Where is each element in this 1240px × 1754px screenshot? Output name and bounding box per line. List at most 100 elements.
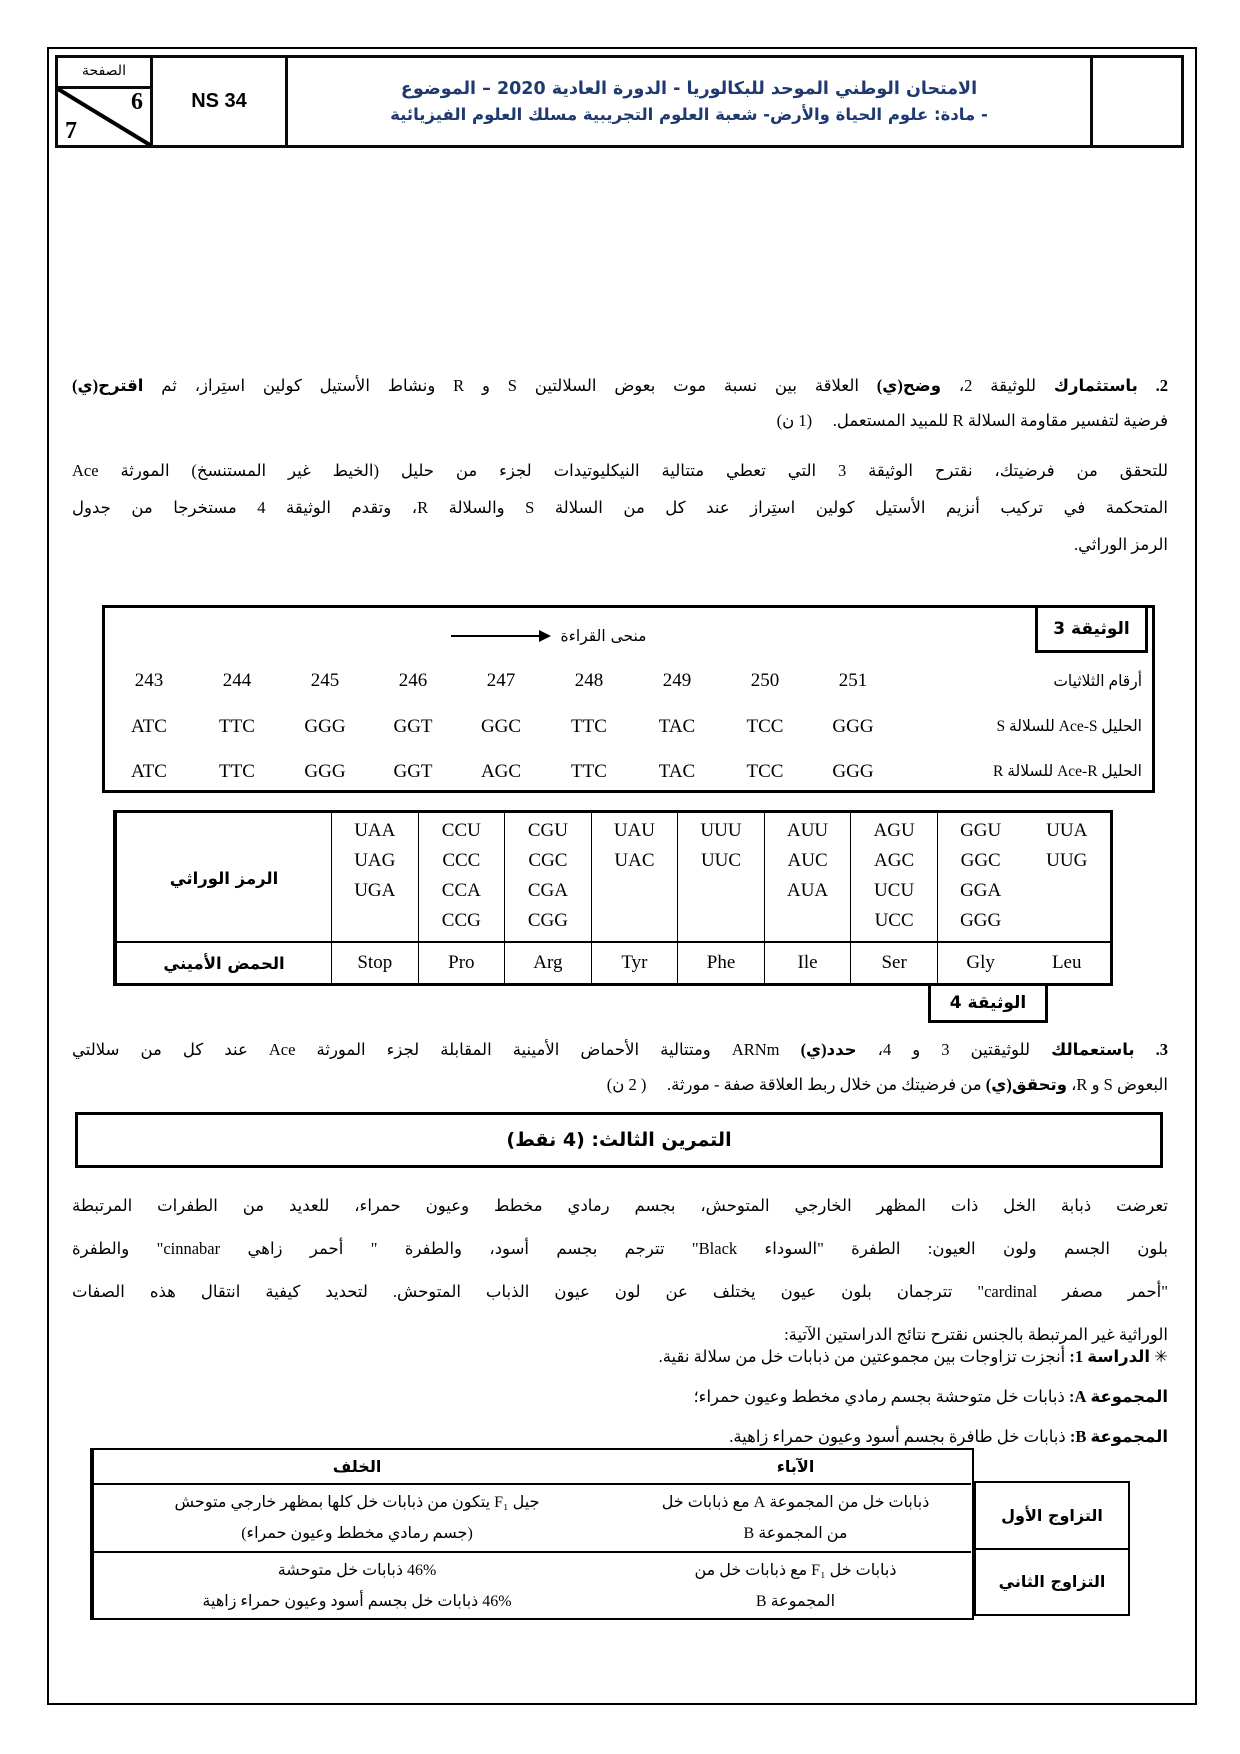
cross2-offspring-cell: 46% ذبابات خل متوحشة 46% ذبابات خل بجسم …: [92, 1553, 620, 1618]
allele-s-codon: GGG: [304, 715, 346, 737]
paragraph-line: بلون الجسم ولون العيون: الطفرة "السوداء …: [72, 1239, 1168, 1258]
allele-s-codon: ATC: [131, 715, 167, 737]
paragraph-line: الوراثية غير المرتبطة بالجنس نقترح نتائج…: [784, 1325, 1168, 1344]
allele-r-row: ATC TTC GGG GGT AGC TTC TAC TCC GGG الحليل Ace-R…: [105, 749, 1152, 794]
codon-group-cell: UUU UUC: [677, 813, 764, 943]
amino-header-cell: الحمض الأميني: [116, 943, 331, 983]
page-fraction: 6 7: [58, 89, 150, 145]
amino-acid-cell: Pro: [417, 943, 505, 983]
cross2-name-cell: التزاوج الثاني: [998, 1572, 1106, 1591]
exam-title-line1: الامتحان الوطني الموحد للبكالوريا - الدو…: [400, 79, 978, 99]
parents-line: ذبابات خل F₁ مع ذبابات خل من: [694, 1561, 897, 1579]
amino-acid-cell: Stop: [331, 943, 418, 983]
allele-s-codon: TTC: [571, 715, 607, 737]
codon-number: 247: [486, 670, 516, 691]
allele-s-codon: TAC: [658, 715, 696, 737]
codon-numbers-label: أرقام الثلاثيات: [1053, 672, 1142, 690]
question-2: 2. باستثمارك للوثيقة 2، وضح(ي) العلاقة ب…: [72, 368, 1168, 438]
parents-line: من المجموعة B: [743, 1525, 848, 1542]
question-2-line2: فرضية لتفسير مقاومة السلالة R للمبيد الم…: [776, 411, 1168, 430]
allele-r-codon: GGG: [832, 760, 874, 782]
paragraph-line: للتحقق من فرضيتك، نقترح الوثيقة 3 التي ت…: [72, 461, 1168, 480]
codon-group-cell: UAA UAG UGA: [331, 813, 418, 943]
amino-acid-cell: Ser: [850, 943, 937, 983]
allele-r-codon: ATC: [131, 760, 167, 782]
cross2-parents-cell: ذبابات خل F₁ مع ذبابات خل من المجموعة B: [620, 1553, 971, 1618]
allele-r-codon: AGC: [480, 760, 522, 782]
document-3-label: الوثيقة 3: [1035, 605, 1148, 653]
allele-s-codon: GGC: [480, 715, 522, 737]
group-a-line: المجموعة A: ذبابات خل متوحشة بجسم رمادي …: [693, 1387, 1168, 1406]
offspring-line: جيل F₁ يتكون من ذبابات خل كلها بمظهر خار…: [174, 1494, 540, 1511]
codon-group-cell: AUU AUC AUA: [763, 813, 851, 943]
diagonal-line: [58, 89, 150, 145]
amino-acid-cell: Phe: [677, 943, 764, 983]
reading-direction-row: منحى القراءة: [105, 608, 992, 658]
cross-names-column: التزاوج الأول التزاوج الثاني: [974, 1481, 1130, 1616]
page-border: [47, 47, 1197, 1705]
codon-group-cell: AGU AGC UCU UCC: [850, 813, 937, 943]
codon-group-cell: GGU GGC GGA GGG: [936, 813, 1024, 943]
exercise-3-title-box: التمرين الثالث: (4 نقط): [75, 1112, 1163, 1168]
allele-s-row: ATC TTC GGG GGT GGC TTC TAC TCC GGG الحليل Ace-S…: [105, 704, 1152, 749]
parents-line: ذبابات خل من المجموعة A مع ذبابات خل: [661, 1494, 930, 1511]
amino-acid-cell: Arg: [504, 943, 591, 983]
allele-s-label: الحليل Ace-S للسلالة S: [996, 718, 1142, 735]
allele-r-label: الحليل Ace-R للسلالة R: [993, 763, 1142, 780]
allele-s-codon: TTC: [219, 715, 255, 737]
page-label: الصفحة: [58, 58, 150, 89]
codon-number: 249: [662, 670, 692, 691]
allele-s-codon: TCC: [746, 715, 784, 737]
page-current: 6: [131, 89, 143, 115]
offspring-line: 46% ذبابات خل متوحشة: [277, 1561, 437, 1579]
amino-acid-cell: Leu: [1051, 952, 1082, 973]
codon-number: 250: [750, 670, 780, 691]
study-1-intro: ✳ الدراسة 1: أنجزت تزاوجات بين مجموعتين …: [658, 1347, 1168, 1366]
codon-number: 243: [134, 670, 164, 691]
codon-group-cell: UAU UAC: [590, 813, 678, 943]
question-3-line1: 3. باستعمالك للوثيقتين 3 و 4، حدد(ي) ARN…: [72, 1040, 1169, 1059]
parents-line: المجموعة B: [755, 1592, 836, 1610]
exam-code: NS 34: [153, 58, 288, 145]
codon-number: 246: [398, 670, 428, 691]
document-4-label: الوثيقة 4: [928, 983, 1048, 1023]
allele-r-codon: GGG: [304, 760, 346, 782]
exam-title-line2: - مادة: علوم الحياة والأرض- شعبة العلوم …: [390, 105, 988, 124]
offspring-column-header: الخلف: [92, 1450, 620, 1485]
reading-direction-label: منحى القراءة: [560, 627, 647, 645]
question-2-line1: 2. باستثمارك للوثيقة 2، وضح(ي) العلاقة ب…: [72, 376, 1169, 395]
offspring-line: 46% ذبابات خل بجسم أسود وعيون حمراء زاهي…: [202, 1592, 512, 1610]
codons-header-cell: الرمز الوراثي: [116, 813, 331, 943]
codon-number: 251: [838, 670, 868, 691]
allele-s-codon: GGG: [832, 715, 874, 737]
paragraph-line: تعرضت ذبابة الخل ذات المظهر الخارجي المت…: [72, 1196, 1168, 1215]
header-empty-cell: [1093, 58, 1181, 145]
question-3-line2: البعوض S و R، وتحقق(ي) من فرضيتك من خلال…: [606, 1075, 1168, 1094]
paragraph-line: الرمز الوراثي.: [1074, 535, 1168, 554]
exam-header: الصفحة 6 7 NS 34 الامتحان الوطني الموحد …: [55, 55, 1184, 148]
allele-r-codon: TTC: [571, 760, 607, 782]
allele-r-codon: TCC: [746, 760, 784, 782]
allele-s-codon: GGT: [393, 715, 433, 737]
codon-number: 244: [222, 670, 252, 691]
codon-group-cell: UUA UUG: [1023, 813, 1110, 943]
paragraph-line: "أحمر مصفر cardinal" تترجمان بلون عيون ي…: [72, 1282, 1168, 1301]
allele-r-codon: TTC: [219, 760, 255, 782]
allele-r-codon: GGT: [393, 760, 433, 782]
document-3-box: الوثيقة 3 منحى القراءة 243 244 245 246 247 24…: [102, 605, 1155, 793]
cross1-offspring-cell: جيل F₁ يتكون من ذبابات خل كلها بمظهر خار…: [92, 1485, 620, 1553]
paragraph-line: المتحكمة في تركيب أنزيم الأستيل كولين اس…: [72, 498, 1168, 517]
codon-number: 245: [310, 670, 340, 691]
amino-acid-cell: Tyr: [590, 943, 678, 983]
exam-title: الامتحان الوطني الموحد للبكالوريا - الدو…: [288, 58, 1093, 145]
codon-number: 248: [574, 670, 604, 691]
question-3: 3. باستعمالك للوثيقتين 3 و 4، حدد(ي) ARN…: [72, 1032, 1168, 1102]
crosses-table-main: الخلف الآباء جيل F₁ يتكون من ذبابات خل ك…: [90, 1448, 974, 1620]
amino-acid-cell: Ile: [763, 943, 851, 983]
reading-direction-arrow: [450, 630, 551, 642]
exercise-3-intro-paragraph: تعرضت ذبابة الخل ذات المظهر الخارجي المت…: [72, 1184, 1168, 1356]
parents-column-header: الآباء: [620, 1450, 971, 1485]
allele-r-codon: TAC: [658, 760, 696, 782]
amino-acid-cell: Gly: [936, 943, 1024, 983]
